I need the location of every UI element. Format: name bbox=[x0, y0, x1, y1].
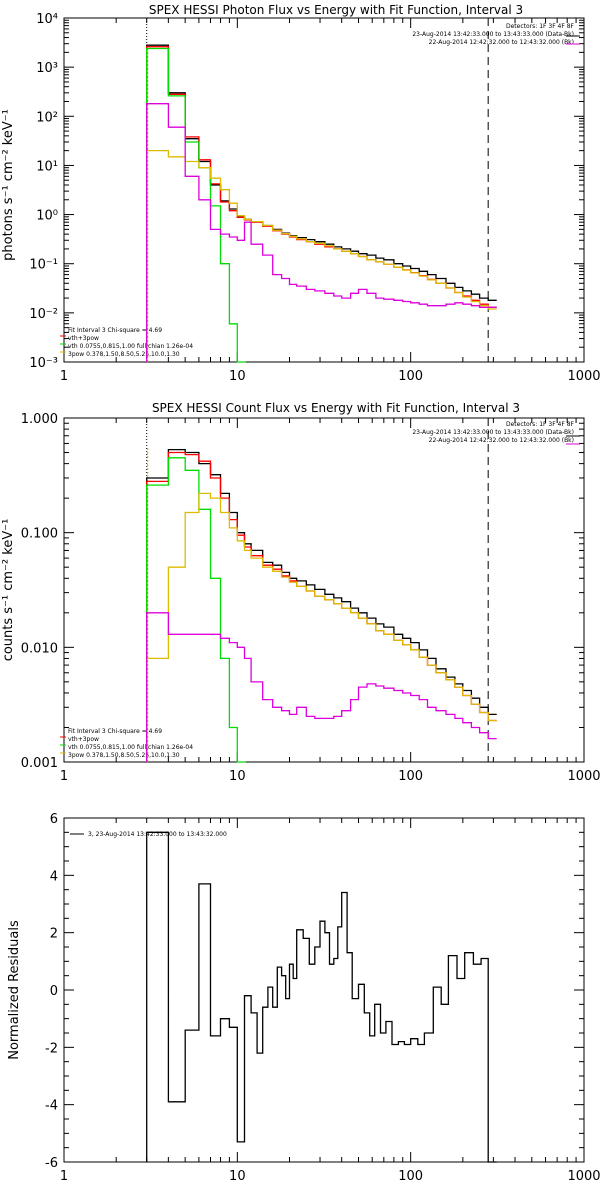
fit-line-2-1: Fit Interval 3 Chi-square = 4.69 bbox=[68, 728, 162, 735]
fit-line-1-1: Fit Interval 3 Chi-square = 4.69 bbox=[68, 327, 162, 334]
y-tick-label-1: 10⁻¹ bbox=[29, 258, 58, 273]
y-tick-label-3: -6 bbox=[45, 1156, 58, 1171]
chart-title-1: SPEX HESSI Photon Flux vs Energy with Fi… bbox=[149, 3, 523, 17]
panel-count-flux: SPEX HESSI Count Flux vs Energy with Fit… bbox=[1, 401, 575, 759]
header-line-2-3: 22-Aug-2014 12:42:32.000 to 12:43:32.000… bbox=[429, 437, 574, 444]
x-tick-label-1: 100 bbox=[398, 369, 423, 384]
x-tick-label-2: 10 bbox=[229, 769, 246, 784]
header-line-1-1: Detectors: 1F 3F 4F 8F bbox=[506, 23, 575, 30]
y-axis-label-3: Normalized Residuals bbox=[7, 920, 22, 1060]
header-line-1-3: 22-Aug-2014 12:42:32.000 to 12:43:32.000… bbox=[429, 39, 574, 46]
y-tick-label-1: 10⁰ bbox=[36, 209, 58, 224]
header-line-2-2: 23-Aug-2014 13:42:33.000 to 13:43:33.000… bbox=[412, 429, 574, 436]
y-tick-label-3: 2 bbox=[50, 927, 58, 942]
y-tick-label-2: 0.100 bbox=[21, 527, 58, 542]
y-tick-label-1: 10⁻² bbox=[29, 307, 58, 322]
fit-line-1-3: vth 0.0755,0.815,1.00 full chian 1.26e-0… bbox=[68, 343, 193, 350]
series-bk-2 bbox=[146, 612, 497, 762]
y-tick-label-2: 0.010 bbox=[21, 641, 58, 656]
panel-residuals: Normalized Residuals 3, 23-Aug-2014 13:4… bbox=[7, 831, 227, 1060]
y-tick-label-1: 10⁻³ bbox=[29, 356, 58, 371]
y-tick-label-2: 1.000 bbox=[21, 412, 58, 427]
y-tick-label-3: -2 bbox=[45, 1041, 58, 1056]
series-vth-2 bbox=[146, 457, 246, 763]
y-tick-label-3: 6 bbox=[50, 812, 58, 827]
series-data-bk-1 bbox=[146, 44, 497, 362]
x-tick-label-1: 1 bbox=[60, 369, 68, 384]
x-tick-label-1: 1000 bbox=[567, 369, 600, 384]
series-3pow-2 bbox=[146, 492, 497, 762]
plot-frame-1 bbox=[63, 17, 585, 363]
x-tick-label-2: 100 bbox=[398, 769, 423, 784]
y-tick-label-1: 10³ bbox=[36, 61, 58, 76]
header-line-1-2: 23-Aug-2014 13:42:33.000 to 13:43:33.000… bbox=[412, 31, 574, 38]
y-tick-label-1: 10¹ bbox=[36, 159, 58, 174]
fit-line-2-3: vth 0.0755,0.815,1.00 full chian 1.26e-0… bbox=[68, 744, 193, 751]
series-3pow-1 bbox=[146, 149, 497, 362]
y-tick-label-3: -4 bbox=[45, 1099, 58, 1114]
panel-photon-flux: SPEX HESSI Photon Flux vs Energy with Fi… bbox=[1, 3, 575, 358]
x-tick-label-2: 1 bbox=[60, 769, 68, 784]
plot-frame-3 bbox=[63, 817, 585, 1163]
plot-frame-2 bbox=[63, 417, 585, 763]
header-line-2-1: Detectors: 1F 3F 4F 8F bbox=[506, 421, 575, 428]
fit-line-2-4: 3pow 0.378,1.50,8.50,5.25,10.0,1.30 bbox=[68, 752, 180, 759]
fit-line-1-4: 3pow 0.378,1.50,8.50,5.25,10.0,1.30 bbox=[68, 351, 180, 358]
x-tick-label-3: 1000 bbox=[567, 1169, 600, 1184]
legend-3: 3, 23-Aug-2014 13:42:33.000 to 13:43:32.… bbox=[88, 831, 227, 838]
y-tick-label-3: 0 bbox=[50, 984, 58, 999]
series-vth-1 bbox=[146, 47, 246, 363]
fit-line-1-2: vth+3pow bbox=[68, 335, 99, 342]
x-tick-label-3: 1 bbox=[60, 1169, 68, 1184]
series-residuals-3 bbox=[146, 831, 497, 1163]
y-tick-label-2: 0.001 bbox=[21, 756, 58, 771]
y-tick-label-1: 10⁴ bbox=[36, 12, 58, 27]
x-tick-label-3: 10 bbox=[229, 1169, 246, 1184]
x-tick-label-2: 1000 bbox=[567, 769, 600, 784]
y-tick-label-1: 10² bbox=[36, 110, 58, 125]
x-tick-label-3: 100 bbox=[398, 1169, 423, 1184]
chart-title-2: SPEX HESSI Count Flux vs Energy with Fit… bbox=[152, 401, 520, 415]
x-tick-label-1: 10 bbox=[229, 369, 246, 384]
y-axis-label-1: photons s⁻¹ cm⁻² keV⁻¹ bbox=[1, 109, 16, 261]
series-bk-1 bbox=[146, 103, 497, 362]
fit-line-2-2: vth+3pow bbox=[68, 736, 99, 743]
series-vth+3pow-1 bbox=[146, 46, 497, 362]
y-axis-label-2: counts s⁻¹ cm⁻² keV⁻¹ bbox=[1, 519, 16, 662]
y-tick-label-3: 4 bbox=[50, 869, 58, 884]
